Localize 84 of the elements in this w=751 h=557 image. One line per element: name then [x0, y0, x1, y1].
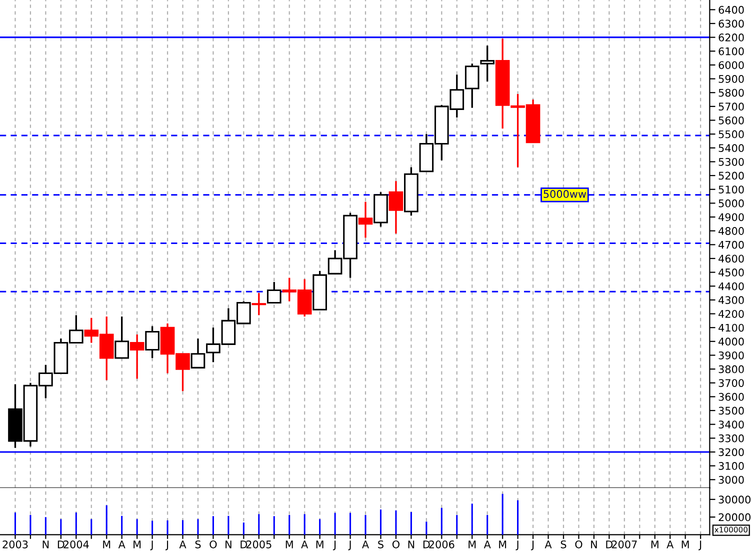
y-tick-label: 6300: [718, 20, 744, 28]
candlestick: [252, 292, 266, 316]
x-tick-label: D: [606, 540, 613, 548]
candlestick: [358, 200, 373, 239]
x-tick-label: S: [195, 540, 201, 548]
x-tick-label: 2006: [429, 540, 454, 548]
y-tick-label: 5900: [718, 75, 744, 83]
y-tick-label: 4300: [718, 296, 744, 304]
x-tick-label: N: [42, 540, 49, 548]
y-tick-label: 3400: [718, 420, 744, 428]
x-tick-label: A: [666, 540, 674, 548]
x-tick-label: J: [150, 540, 153, 550]
x-tick-label: 2005: [246, 540, 272, 548]
y-tick-label: 3600: [718, 392, 744, 401]
y-tick-label: 5100: [718, 186, 744, 194]
y-tick-label: 3900: [718, 351, 744, 360]
y-tick-label: 5000: [718, 199, 744, 208]
x-tick-label: O: [575, 540, 582, 548]
x-tick-label: 2007: [612, 540, 637, 548]
x-tick-label: M: [134, 540, 141, 548]
y-tick-label: 6400: [718, 6, 744, 14]
y-tick-label: 6200: [718, 34, 744, 42]
y-tick-label: 5300: [718, 158, 744, 166]
y-tick-label: 6100: [718, 47, 744, 56]
y-tick-label: 6000: [718, 61, 744, 70]
y-tick-label: 4100: [718, 324, 744, 332]
y-tick-label: 5700: [718, 102, 744, 111]
y-tick-label: 30000: [718, 496, 750, 504]
y-tick-label: 3700: [718, 379, 744, 387]
y-tick-label: 3500: [718, 406, 744, 415]
y-tick-label: 4800: [718, 227, 744, 235]
x-tick-label: N: [591, 540, 597, 548]
x-tick-label: J: [516, 540, 518, 550]
x-tick-label: J: [530, 540, 534, 550]
y-tick-label: 4400: [718, 282, 744, 290]
y-tick-label: 3200: [718, 448, 744, 456]
x-tick-label: M: [286, 540, 293, 548]
x-tick-label: S: [560, 540, 566, 548]
x-tick-label: S: [378, 540, 384, 548]
x-tick-label: N: [408, 540, 414, 548]
y-tick-label: 4000: [718, 338, 744, 346]
x-tick-label: J: [698, 540, 702, 550]
x-tick-label: D: [240, 540, 248, 548]
x-tick-label: J: [165, 540, 168, 550]
y-tick-label: 5200: [718, 172, 744, 180]
x-tick-label: A: [484, 540, 491, 548]
y-tick-label: 4500: [718, 268, 744, 276]
y-tick-label: 5500: [718, 130, 744, 138]
candlestick: [388, 180, 404, 234]
x-tick-label: 2003: [2, 540, 28, 548]
y-tick-label: 3000: [718, 476, 744, 484]
x-tick-label: M: [468, 540, 476, 548]
x-tick-label: A: [179, 540, 186, 548]
y-tick-label: 5800: [718, 88, 744, 97]
x-tick-label: A: [544, 540, 552, 548]
y-tick-label: 4200: [718, 310, 744, 318]
x-tick-label: A: [118, 540, 126, 548]
x-tick-label: D: [58, 540, 64, 548]
x-tick-label: 2004: [64, 540, 89, 548]
y-tick-label: 5400: [718, 144, 744, 152]
x-tick-label: M: [499, 540, 506, 548]
x-tick-label: J: [332, 540, 336, 550]
y-tick-label: 5600: [718, 116, 744, 124]
x-tick-label: A: [362, 540, 369, 548]
x-tick-label: M: [651, 540, 658, 548]
candlestick: [480, 44, 495, 82]
y-tick-label: 4700: [718, 240, 744, 249]
x-tick-label: O: [210, 540, 217, 548]
x-tick-label: M: [103, 540, 110, 548]
x-tick-label: A: [301, 540, 308, 548]
y-tick-label: 4900: [718, 213, 744, 222]
y-tick-label: 20000: [718, 513, 750, 522]
x-tick-label: M: [316, 540, 324, 548]
x-tick-label: J: [348, 540, 351, 550]
ref-line-label: 5000ww: [544, 190, 586, 198]
y-tick-label: 3800: [718, 365, 744, 374]
candlestick: [130, 334, 144, 380]
x-tick-label: D: [423, 540, 430, 548]
x-tick-label: O: [392, 540, 400, 548]
x-tick-label: N: [226, 540, 232, 548]
y-tick-label: 3300: [718, 434, 744, 442]
x-tick-label: M: [682, 540, 689, 548]
y-tick-label: 3100: [718, 462, 744, 470]
y-tick-label: 4600: [718, 254, 744, 263]
